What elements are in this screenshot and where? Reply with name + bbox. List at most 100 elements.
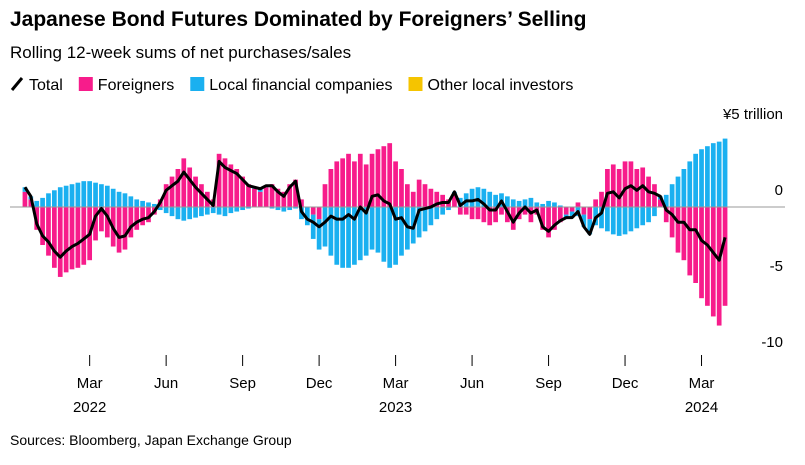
bar [399, 169, 404, 207]
x-year-label: 2023 [379, 399, 412, 416]
bar [481, 188, 487, 207]
bar [652, 207, 657, 217]
bar [181, 207, 187, 221]
bar [57, 187, 63, 207]
bar [310, 207, 316, 215]
bar [428, 188, 434, 207]
bar [475, 187, 481, 207]
bar [316, 207, 322, 220]
chart-subtitle: Rolling 12-week sums of net purchases/sa… [10, 43, 351, 62]
bar [299, 199, 304, 207]
bar [340, 158, 345, 207]
bar [522, 207, 528, 215]
bar [46, 193, 51, 207]
bar [128, 196, 134, 207]
x-tick-label: Sep [535, 375, 562, 392]
bar [422, 184, 428, 207]
bar [181, 158, 187, 207]
bar [652, 184, 657, 207]
bar [540, 207, 546, 230]
bar [646, 207, 651, 223]
bar [257, 191, 263, 207]
bar [587, 219, 593, 235]
bar [387, 207, 393, 268]
bar [599, 191, 604, 207]
bar [622, 161, 628, 207]
bar [334, 207, 340, 265]
bar [40, 197, 45, 207]
bar [146, 207, 151, 223]
bar [304, 207, 310, 226]
bar [505, 196, 510, 207]
bar [169, 176, 175, 207]
bar [681, 207, 687, 261]
legend-label: Total [29, 77, 63, 94]
bar [169, 207, 175, 217]
bar [57, 207, 63, 277]
bar [263, 187, 269, 207]
bar [669, 184, 675, 207]
bar [440, 207, 446, 215]
bar [510, 207, 516, 230]
bar [216, 153, 222, 207]
bar [104, 185, 110, 207]
bar [710, 207, 716, 317]
bar [534, 202, 540, 207]
bar [469, 188, 475, 207]
bar [622, 207, 628, 235]
bar [705, 207, 710, 306]
bar [269, 184, 275, 207]
bar [369, 153, 375, 207]
bar [99, 184, 104, 207]
x-tick-label: Sep [229, 375, 256, 392]
bar [128, 207, 134, 238]
bar [134, 199, 140, 207]
bar [210, 207, 216, 214]
bar [222, 207, 228, 217]
bar [469, 207, 475, 220]
bar [275, 188, 281, 207]
bar [405, 184, 410, 207]
bar [581, 214, 587, 227]
bar [352, 207, 357, 265]
bar [252, 188, 257, 207]
bar [575, 202, 581, 207]
bar [605, 169, 610, 207]
bar [528, 197, 534, 207]
bar [122, 193, 128, 207]
bar [140, 200, 145, 207]
bar [187, 207, 193, 220]
bar [340, 207, 345, 268]
bar [140, 207, 145, 226]
bar [346, 207, 351, 268]
bar [628, 161, 634, 207]
bar [175, 169, 181, 207]
bar [52, 190, 57, 207]
bar [410, 191, 416, 207]
bar [663, 207, 669, 223]
bar [281, 207, 287, 212]
bar [69, 184, 75, 207]
bar [599, 207, 604, 229]
bar [52, 207, 57, 268]
bar [281, 191, 287, 207]
bar [693, 207, 698, 283]
bar [387, 143, 393, 207]
bar [434, 191, 440, 207]
bar [363, 207, 369, 256]
legend-label: Other local investors [428, 77, 574, 94]
bar [352, 161, 357, 207]
bar [522, 199, 528, 207]
bar [375, 207, 381, 253]
chart-title: Japanese Bond Futures Dominated by Forei… [10, 8, 586, 31]
bar [240, 207, 245, 211]
y-tick-label: -10 [761, 334, 783, 351]
bar [93, 207, 98, 241]
bar [116, 207, 122, 253]
bar [75, 182, 81, 207]
bar [228, 207, 234, 214]
bar [605, 207, 610, 232]
bar [375, 149, 381, 207]
bar [63, 185, 69, 207]
bar [416, 179, 422, 207]
